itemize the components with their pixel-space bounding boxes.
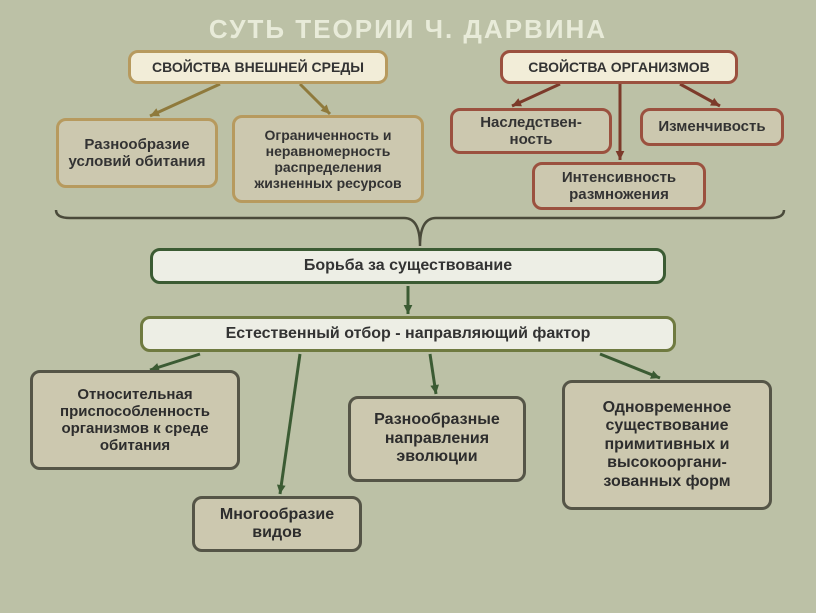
node-org_header: СВОЙСТВА ОРГАНИЗМОВ: [500, 50, 738, 84]
node-out_coexist: Одновременное существование примитивных …: [562, 380, 772, 510]
diagram-background: [0, 0, 816, 613]
node-selection: Естественный отбор - направляющий фактор: [140, 316, 676, 352]
node-out_adapt: Относительная приспособленность организм…: [30, 370, 240, 470]
node-org_variability: Изменчивость: [640, 108, 784, 146]
node-struggle: Борьба за существование: [150, 248, 666, 284]
node-env_header: СВОЙСТВА ВНЕШНЕЙ СРЕДЫ: [128, 50, 388, 84]
node-env_diversity: Разнообразие условий обитания: [56, 118, 218, 188]
node-org_intensity: Интенсивность размножения: [532, 162, 706, 210]
diagram-title: СУТЬ ТЕОРИИ Ч. ДАРВИНА: [0, 14, 816, 45]
node-org_heredity: Наследствен- ность: [450, 108, 612, 154]
node-out_directions: Разнообразные направления эволюции: [348, 396, 526, 482]
node-env_limited: Ограниченность и неравномерность распред…: [232, 115, 424, 203]
node-out_species: Многообразие видов: [192, 496, 362, 552]
